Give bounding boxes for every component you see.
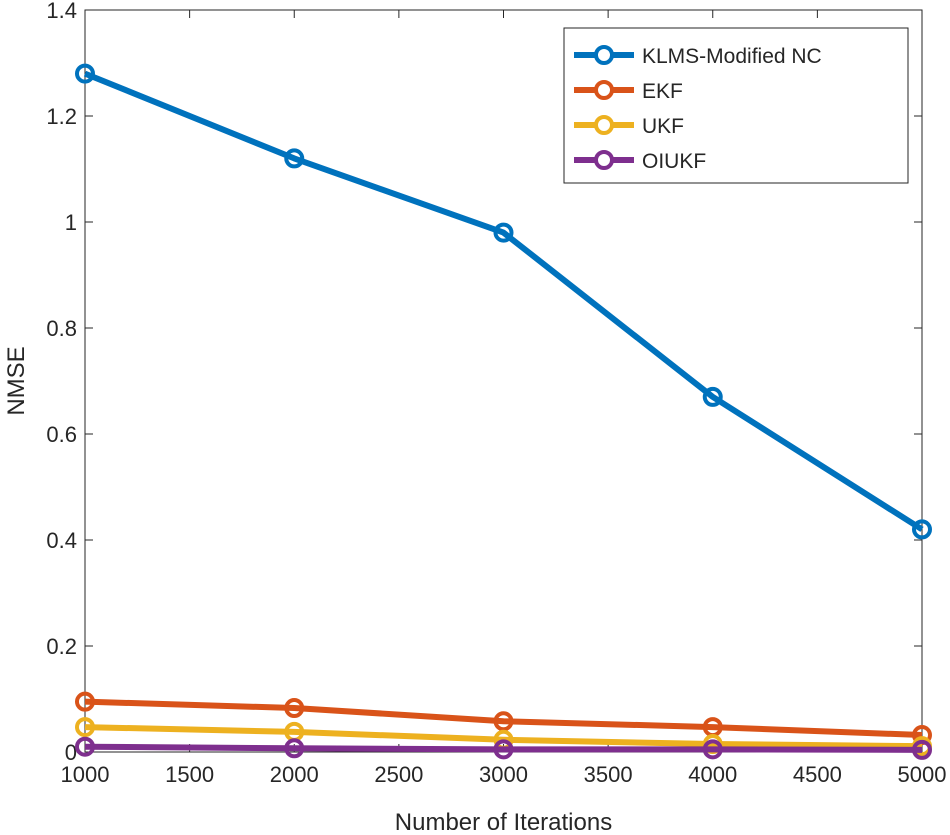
series-line	[84, 743, 923, 753]
data-point	[75, 63, 95, 84]
x-tick-label: 3000	[479, 762, 528, 787]
x-tick-label: 2000	[270, 762, 319, 787]
data-point	[284, 698, 305, 719]
x-tick-label: 3500	[584, 762, 633, 787]
x-axis-label: Number of Iterations	[395, 809, 612, 835]
data-point	[702, 386, 723, 407]
data-point	[284, 148, 305, 169]
y-tick-label: 1	[65, 210, 77, 235]
data-point	[912, 519, 932, 540]
legend-label: EKF	[642, 80, 683, 103]
x-tick-label: 4000	[688, 762, 737, 787]
x-tick-label: 1500	[165, 762, 214, 787]
x-tick-label: 2500	[374, 762, 423, 787]
y-tick-label: 0.8	[46, 316, 77, 341]
legend-marker	[594, 45, 614, 65]
y-axis-label: NMSE	[3, 346, 30, 415]
y-tick-label: 0.2	[46, 634, 77, 659]
data-point	[493, 711, 514, 732]
y-tick-label: 0.4	[46, 528, 77, 553]
data-point	[493, 739, 514, 760]
series-oiukf	[75, 736, 932, 760]
legend-label: OIUKF	[642, 150, 706, 173]
y-tick-label: 1.2	[46, 104, 77, 129]
series-line	[83, 70, 924, 532]
legend: KLMS-Modified NC EKF UKF OIUKF	[563, 27, 909, 184]
data-point	[493, 222, 514, 243]
legend-marker	[594, 150, 614, 170]
y-tick-label: 0.6	[46, 422, 77, 447]
x-tick-label: 4500	[793, 762, 842, 787]
data-point	[284, 738, 305, 759]
series-klms-modified-nc	[75, 63, 932, 540]
y-tick-label: 0	[65, 740, 77, 765]
data-point	[912, 739, 932, 760]
legend-label: KLMS-Modified NC	[642, 45, 822, 68]
data-point	[75, 717, 95, 738]
data-point	[75, 691, 95, 712]
x-tick-label: 5000	[898, 762, 947, 787]
x-tick-label: 1000	[61, 762, 110, 787]
data-point	[702, 739, 723, 760]
data-point	[75, 736, 95, 757]
series-line	[84, 698, 923, 739]
legend-marker	[594, 80, 614, 100]
legend-marker	[594, 115, 614, 135]
legend-label: UKF	[642, 115, 684, 138]
y-tick-label: 1.4	[46, 0, 77, 23]
